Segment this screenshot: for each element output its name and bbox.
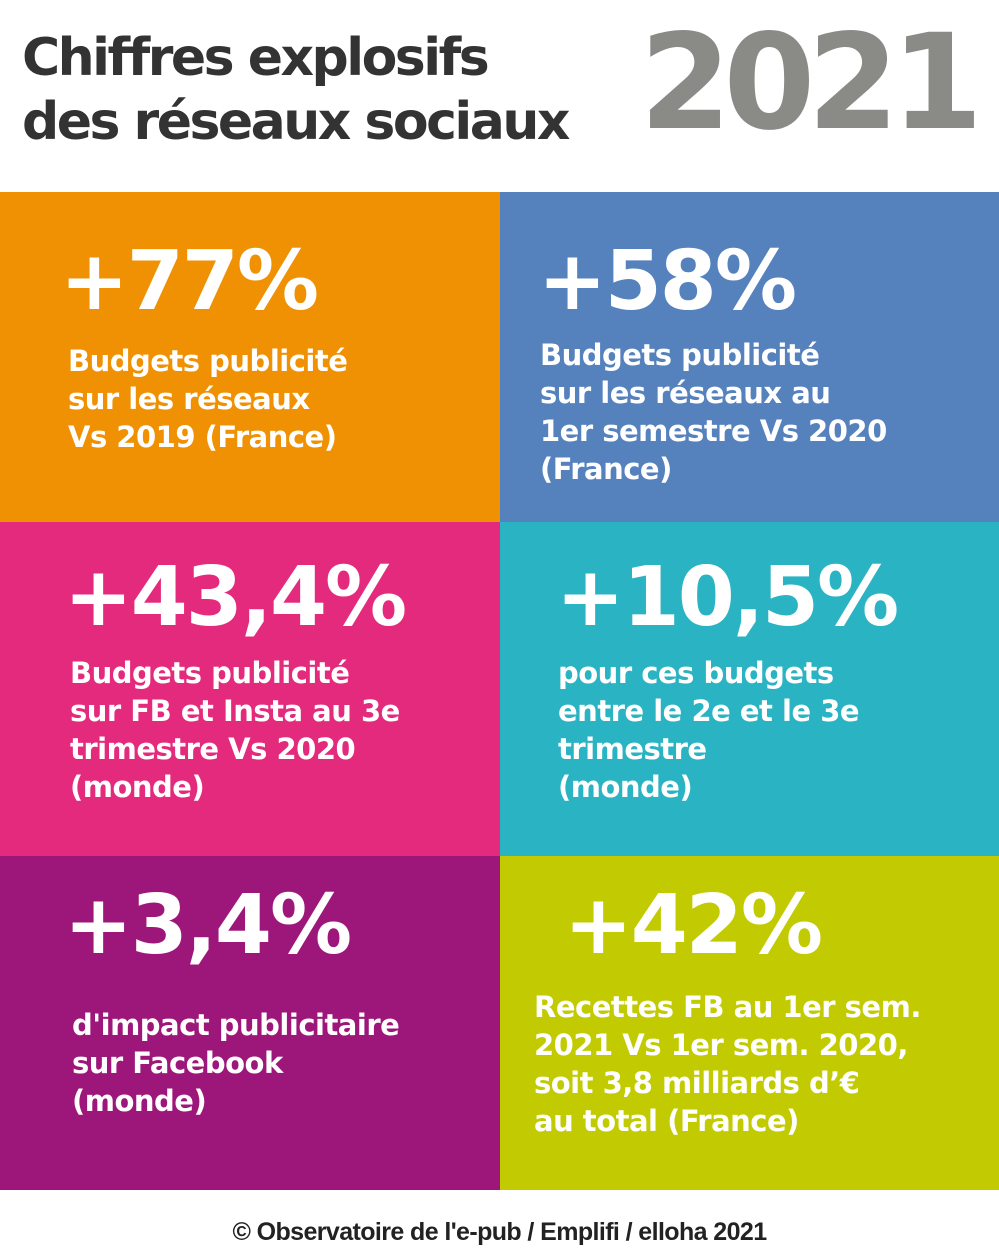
stat-description: Budgets publicité sur FB et Insta au 3e … [70,654,400,806]
page-title: Chiffres explosifs des réseaux sociaux [22,26,662,154]
stat-description: pour ces budgets entre le 2e et le 3e tr… [558,654,860,806]
stat-value: +3,4% [64,878,352,973]
stat-description-line: sur FB et Insta au 3e [70,694,400,728]
stat-value: +10,5% [556,550,899,645]
stat-tile-ad-budgets-h1: +58% Budgets publicité sur les réseaux a… [500,192,999,522]
stat-value: +42% [564,878,823,973]
stat-description-line: (monde) [558,770,693,804]
stat-description-line: trimestre [558,732,707,766]
stat-tile-ad-budgets-2019: +77% Budgets publicité sur les réseaux V… [0,192,500,522]
stat-description-line: 1er semestre Vs 2020 [540,414,887,448]
stat-description: Budgets publicité sur les réseaux Vs 201… [68,342,348,456]
stat-description-line: d'impact publicitaire [72,1008,400,1042]
stat-description-line: trimestre Vs 2020 [70,732,356,766]
stat-tile-facebook-impact: +3,4% d'impact publicitaire sur Facebook… [0,856,500,1190]
stat-tile-fb-insta-q3: +43,4% Budgets publicité sur FB et Insta… [0,522,500,856]
stat-description-line: 2021 Vs 1er sem. 2020, [534,1028,908,1062]
title-line-2: des réseaux sociaux [22,92,570,152]
source-credit: © Observatoire de l'e-pub / Emplifi / el… [232,1218,767,1246]
year-label: 2021 [639,6,983,160]
stat-description: d'impact publicitaire sur Facebook (mond… [72,1006,400,1120]
stat-description-line: (monde) [70,770,205,804]
stat-value: +43,4% [64,550,407,645]
title-line-1: Chiffres explosifs [22,28,490,88]
stat-description-line: (France) [540,452,672,486]
stat-description-line: sur les réseaux [68,382,310,416]
stat-description-line: Budgets publicité [68,344,348,378]
header: Chiffres explosifs des réseaux sociaux 2… [0,0,999,192]
stats-grid: +77% Budgets publicité sur les réseaux V… [0,192,999,1190]
stat-description-line: sur les réseaux au [540,376,831,410]
stat-description-line: pour ces budgets [558,656,834,690]
stat-value: +77% [60,234,319,329]
stat-description: Budgets publicité sur les réseaux au 1er… [540,336,887,488]
stat-description-line: Budgets publicité [540,338,820,372]
stat-value: +58% [538,234,797,329]
stat-description-line: Budgets publicité [70,656,350,690]
stat-description-line: Vs 2019 (France) [68,420,337,454]
stat-description-line: Recettes FB au 1er sem. [534,990,921,1024]
stat-description-line: (monde) [72,1084,207,1118]
stat-tile-q2-q3-growth: +10,5% pour ces budgets entre le 2e et l… [500,522,999,856]
stat-description-line: soit 3,8 milliards d’€ [534,1066,860,1100]
stat-tile-fb-revenue: +42% Recettes FB au 1er sem. 2021 Vs 1er… [500,856,999,1190]
stat-description-line: entre le 2e et le 3e [558,694,860,728]
stat-description: Recettes FB au 1er sem. 2021 Vs 1er sem.… [534,988,921,1140]
stat-description-line: sur Facebook [72,1046,283,1080]
stat-description-line: au total (France) [534,1104,799,1138]
